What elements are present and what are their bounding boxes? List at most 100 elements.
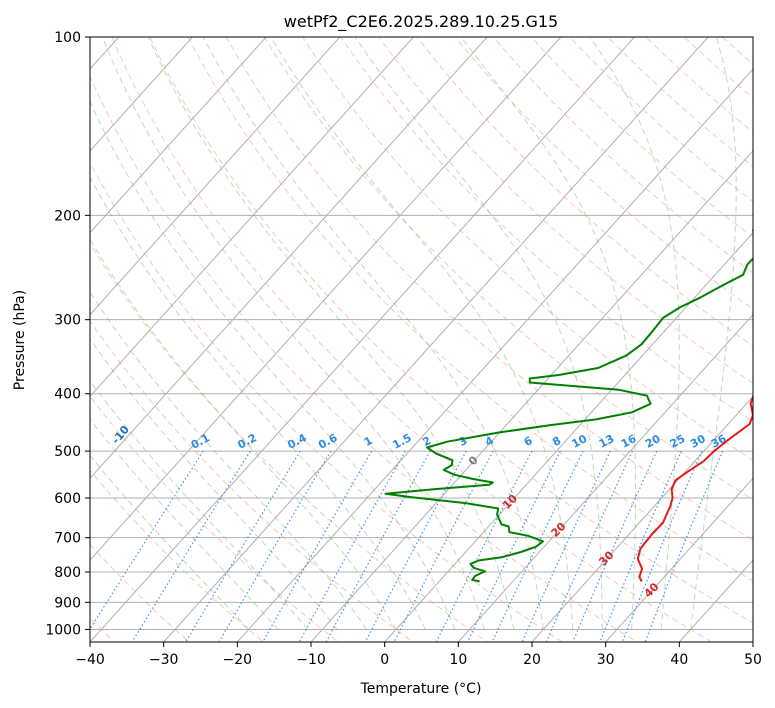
mixing-ratio-line <box>298 450 406 642</box>
mixing-ratio-label: 20 <box>643 432 663 451</box>
moist-adiabat-line <box>90 337 338 630</box>
x-axis: −40 −30 −20 −10 0 10 20 30 40 50 <box>75 642 762 668</box>
isotherm-line <box>90 37 562 561</box>
mixing-ratio-line <box>466 450 561 642</box>
mixing-ratio-line <box>262 450 373 642</box>
isotherm-line <box>90 37 194 152</box>
dry-adiabat-line <box>187 37 753 582</box>
mixing-ratio-label: 16 <box>619 432 639 451</box>
mixing-ratio-line <box>644 450 724 642</box>
mixing-ratio-line <box>621 450 703 642</box>
x-tick-label: −40 <box>75 652 105 668</box>
isotherm-line <box>236 68 753 642</box>
x-tick-label: −30 <box>149 652 179 668</box>
x-tick-label: 40 <box>670 652 688 668</box>
temperature-profile <box>636 394 753 582</box>
y-tick-label: 100 <box>54 30 81 46</box>
mixing-ratio-line <box>491 450 584 642</box>
dry-adiabat-line <box>149 37 753 624</box>
x-tick-label: 0 <box>380 652 389 668</box>
x-tick-label: 30 <box>597 652 615 668</box>
mixing-ratio-line <box>325 450 431 642</box>
y-axis: 100 200 300 400 500 600 700 800 900 1000 <box>45 30 90 638</box>
mixing-ratio-label: 10 <box>570 432 590 451</box>
dry-adiabats <box>90 37 753 642</box>
mixing-ratio-line <box>545 450 634 642</box>
x-tick-label: 20 <box>523 652 541 668</box>
moist-adiabat-line <box>90 176 426 630</box>
mixing-ratio-label: 36 <box>709 432 729 451</box>
moist-adiabat-line <box>270 37 574 630</box>
dry-adiabat-line <box>569 37 753 203</box>
y-tick-label: 600 <box>54 491 81 507</box>
y-tick-label: 1000 <box>45 622 81 638</box>
moist-adiabat-line <box>202 37 544 630</box>
plot-area: 0.10.20.40.611.52346810131620253036-100-… <box>90 37 753 642</box>
isotherm-line <box>90 37 415 398</box>
dry-adiabat-line <box>301 37 753 461</box>
chart-title: wetPf2_C2E6.2025.289.10.25.G15 <box>284 12 558 32</box>
dry-adiabat-line <box>340 37 753 423</box>
y-tick-label: 200 <box>54 208 81 224</box>
moist-adiabat-line <box>589 37 680 630</box>
x-tick-label: 10 <box>449 652 467 668</box>
mixing-ratio-line <box>572 450 658 642</box>
profile-lines <box>384 228 753 583</box>
isotherm-line <box>90 37 488 480</box>
isotherm-line <box>310 150 753 642</box>
isotherm-line <box>90 37 341 316</box>
x-axis-label: Temperature (°C) <box>360 681 482 697</box>
mixing-ratio-label: 13 <box>597 432 617 451</box>
mixing-ratio-line <box>599 450 682 642</box>
isotherm-line <box>531 395 753 642</box>
mixing-ratio-lines <box>90 450 724 642</box>
dry-adiabat-line <box>90 543 190 642</box>
dry-adiabat-line <box>263 37 753 501</box>
y-tick-label: 400 <box>54 387 81 403</box>
y-tick-label: 800 <box>54 565 81 581</box>
isotherm-line <box>604 477 753 642</box>
isotherm-line <box>162 37 709 642</box>
x-tick-label: 50 <box>744 652 762 668</box>
moist-adiabat-line <box>690 37 737 630</box>
moist-adiabat-line <box>90 238 397 630</box>
dry-adiabat-line <box>454 37 753 310</box>
dry-adiabat-line <box>90 320 414 642</box>
mixing-ratio-line <box>435 450 533 642</box>
moist-adiabat-line <box>460 37 636 630</box>
y-tick-label: 300 <box>54 313 81 329</box>
isotherm-line <box>383 231 753 642</box>
dry-adiabat-line <box>90 242 489 642</box>
moist-adiabat-line <box>90 100 456 630</box>
moist-adiabat-line <box>354 37 603 630</box>
y-tick-label: 900 <box>54 595 81 611</box>
plot-frame <box>89 36 754 643</box>
mixing-ratio-line <box>90 450 204 631</box>
isotherm-line <box>90 37 267 234</box>
dry-adiabat-line <box>492 37 753 274</box>
y-axis-label: Pressure (hPa) <box>12 290 28 390</box>
dewpoint-profile <box>384 228 753 583</box>
x-tick-label: −20 <box>223 652 253 668</box>
x-tick-label: −10 <box>296 652 326 668</box>
dry-adiabat-line <box>90 395 340 642</box>
y-tick-label: 500 <box>54 444 81 460</box>
mixing-ratio-line <box>521 450 611 642</box>
mixing-ratio-line <box>218 450 332 642</box>
dry-adiabat-line <box>90 161 564 642</box>
moist-adiabat-line <box>90 291 367 630</box>
mixing-ratio-label: 30 <box>688 432 708 451</box>
isotherm-line <box>90 37 636 642</box>
mixing-ratio-line <box>185 450 301 642</box>
dry-adiabat-line <box>378 37 753 384</box>
dry-adiabat-line <box>607 37 753 168</box>
moist-adiabat-line <box>90 379 308 630</box>
isotherm-grid <box>90 37 753 642</box>
moist-adiabat-line <box>101 37 485 630</box>
dry-adiabat-line <box>225 37 753 541</box>
isotherm-line <box>457 313 753 642</box>
mixing-ratio-label: 25 <box>668 432 688 451</box>
y-tick-label: 700 <box>54 531 81 547</box>
